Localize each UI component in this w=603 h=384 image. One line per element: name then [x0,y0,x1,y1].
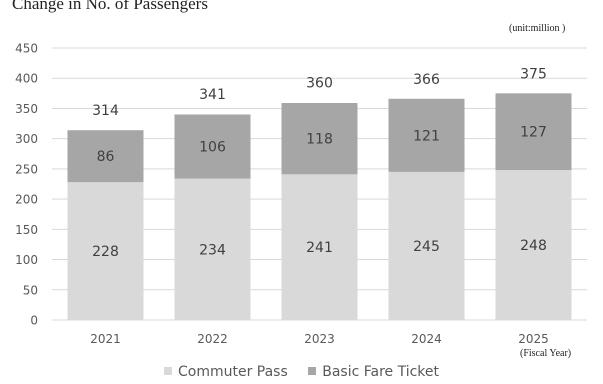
bar-commuter-pass [281,174,358,320]
bar-commuter-pass [495,170,572,320]
bar-basic-fare-ticket [388,98,465,172]
data-label-basic-fare-ticket: 118 [306,132,333,148]
data-label-total: 375 [520,66,547,82]
legend-item-basic-fare-ticket: Basic Fare Ticket [308,364,439,380]
bar-commuter-pass [388,171,465,320]
x-axis-note: (Fiscal Year) [520,348,572,359]
y-tick-label: 50 [23,283,38,297]
y-axis-ticks: 0 50 100 150 200 250 300 350 400 450 [15,42,38,328]
bar-basic-fare-ticket [495,93,572,171]
data-label-commuter-pass: 245 [413,239,440,255]
bar-commuter-pass [174,178,251,320]
legend: Commuter Pass Basic Fare Ticket [0,364,603,380]
bar-basic-fare-ticket [174,114,251,179]
x-tick-label: 2022 [197,332,228,346]
legend-label-commuter-pass: Commuter Pass [177,364,288,380]
data-label-commuter-pass: 248 [520,238,547,254]
legend-item-commuter-pass: Commuter Pass [163,364,288,380]
bar-commuter-pass [67,182,144,320]
data-label-total: 366 [413,72,440,88]
y-tick-label: 100 [15,253,38,267]
data-label-basic-fare-ticket: 86 [97,149,115,165]
y-tick-label: 250 [15,162,38,176]
data-label-commuter-pass: 241 [306,240,333,256]
data-label-basic-fare-ticket: 106 [199,140,226,156]
data-label-basic-fare-ticket: 121 [413,128,440,144]
data-label-total: 341 [199,87,226,103]
y-tick-label: 300 [15,132,38,146]
data-labels: 228 86 314 234 106 341 241 118 360 245 121 366 248 12… [92,66,547,260]
chart-title: Change in No. of Passengers [12,0,208,13]
bar-basic-fare-ticket [67,130,144,183]
x-tick-label: 2021 [90,332,121,346]
y-tick-label: 150 [15,223,38,237]
unit-label: (unit:million ) [509,23,566,34]
legend-label-basic-fare-ticket: Basic Fare Ticket [322,364,440,380]
bar-basic-fare-ticket [281,103,358,175]
bars [67,93,572,320]
x-tick-label: 2025 [518,332,549,346]
y-tick-label: 350 [15,102,38,116]
data-label-commuter-pass: 234 [199,242,226,258]
x-tick-label: 2024 [411,332,442,346]
data-label-commuter-pass: 228 [92,244,119,260]
x-tick-label: 2023 [304,332,335,346]
data-label-total: 360 [306,75,333,91]
y-tick-label: 400 [15,72,38,86]
data-label-basic-fare-ticket: 127 [520,125,547,141]
data-label-total: 314 [92,103,119,119]
x-axis-ticks: 2021 2022 2023 2024 2025 [90,332,549,346]
legend-swatch-basic-fare-ticket [308,367,317,375]
y-tick-label: 200 [15,193,38,207]
y-tick-label: 0 [30,314,38,328]
y-tick-label: 450 [15,42,38,56]
legend-swatch-commuter-pass [163,367,172,375]
